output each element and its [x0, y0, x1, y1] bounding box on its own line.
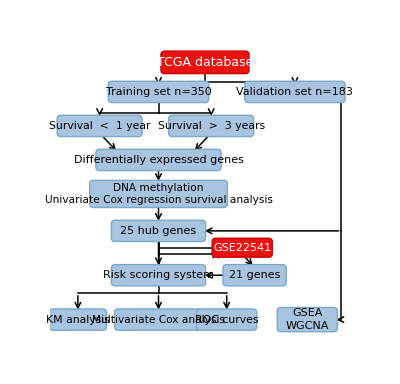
Text: 21 genes: 21 genes — [229, 270, 280, 280]
FancyBboxPatch shape — [161, 51, 249, 74]
FancyBboxPatch shape — [111, 220, 206, 242]
Text: Multivariate Cox analysis: Multivariate Cox analysis — [92, 314, 225, 324]
Text: Validation set n=183: Validation set n=183 — [236, 87, 353, 97]
FancyBboxPatch shape — [212, 238, 272, 257]
Text: Risk scoring system: Risk scoring system — [103, 270, 214, 280]
Text: GSE22541: GSE22541 — [213, 243, 271, 253]
FancyBboxPatch shape — [223, 265, 286, 286]
FancyBboxPatch shape — [49, 309, 106, 330]
Text: 25 hub genes: 25 hub genes — [120, 226, 196, 236]
FancyBboxPatch shape — [197, 309, 257, 330]
Text: GSEA
WGCNA: GSEA WGCNA — [286, 308, 329, 331]
FancyBboxPatch shape — [111, 265, 206, 286]
Text: KM analysis: KM analysis — [46, 314, 110, 324]
FancyBboxPatch shape — [57, 115, 142, 137]
FancyBboxPatch shape — [96, 149, 221, 170]
FancyBboxPatch shape — [108, 81, 209, 103]
FancyBboxPatch shape — [245, 81, 345, 103]
FancyBboxPatch shape — [90, 180, 227, 207]
Text: Training set n=350: Training set n=350 — [106, 87, 211, 97]
Text: Survival  >  3 years: Survival > 3 years — [158, 121, 265, 131]
FancyBboxPatch shape — [277, 308, 337, 332]
Text: Differentially expressed genes: Differentially expressed genes — [74, 155, 244, 165]
Text: ROC curves: ROC curves — [195, 314, 258, 324]
FancyBboxPatch shape — [114, 309, 202, 330]
Text: DNA methylation
Univariate Cox regression survival analysis: DNA methylation Univariate Cox regressio… — [44, 183, 272, 205]
Text: TCGA database: TCGA database — [157, 56, 253, 69]
FancyBboxPatch shape — [169, 115, 254, 137]
Text: Survival  <  1 year: Survival < 1 year — [49, 121, 150, 131]
